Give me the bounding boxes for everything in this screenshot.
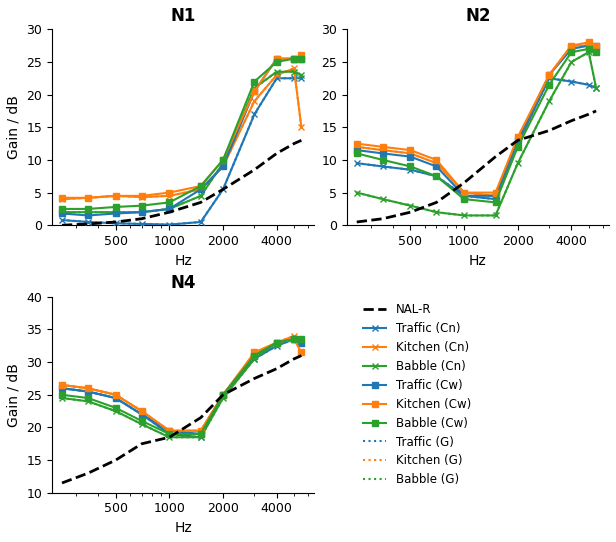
X-axis label: Hz: Hz <box>469 254 487 268</box>
Y-axis label: Gain / dB: Gain / dB <box>7 95 21 159</box>
X-axis label: Hz: Hz <box>174 254 192 268</box>
Y-axis label: Gain / dB: Gain / dB <box>7 363 21 427</box>
Title: N2: N2 <box>465 7 491 25</box>
Legend: NAL-R, Traffic (Cn), Kitchen (Cn), Babble (Cn), Traffic (Cw), Kitchen (Cw), Babb: NAL-R, Traffic (Cn), Kitchen (Cn), Babbl… <box>358 299 476 491</box>
X-axis label: Hz: Hz <box>174 521 192 535</box>
Title: N1: N1 <box>171 7 196 25</box>
Title: N4: N4 <box>171 274 196 293</box>
